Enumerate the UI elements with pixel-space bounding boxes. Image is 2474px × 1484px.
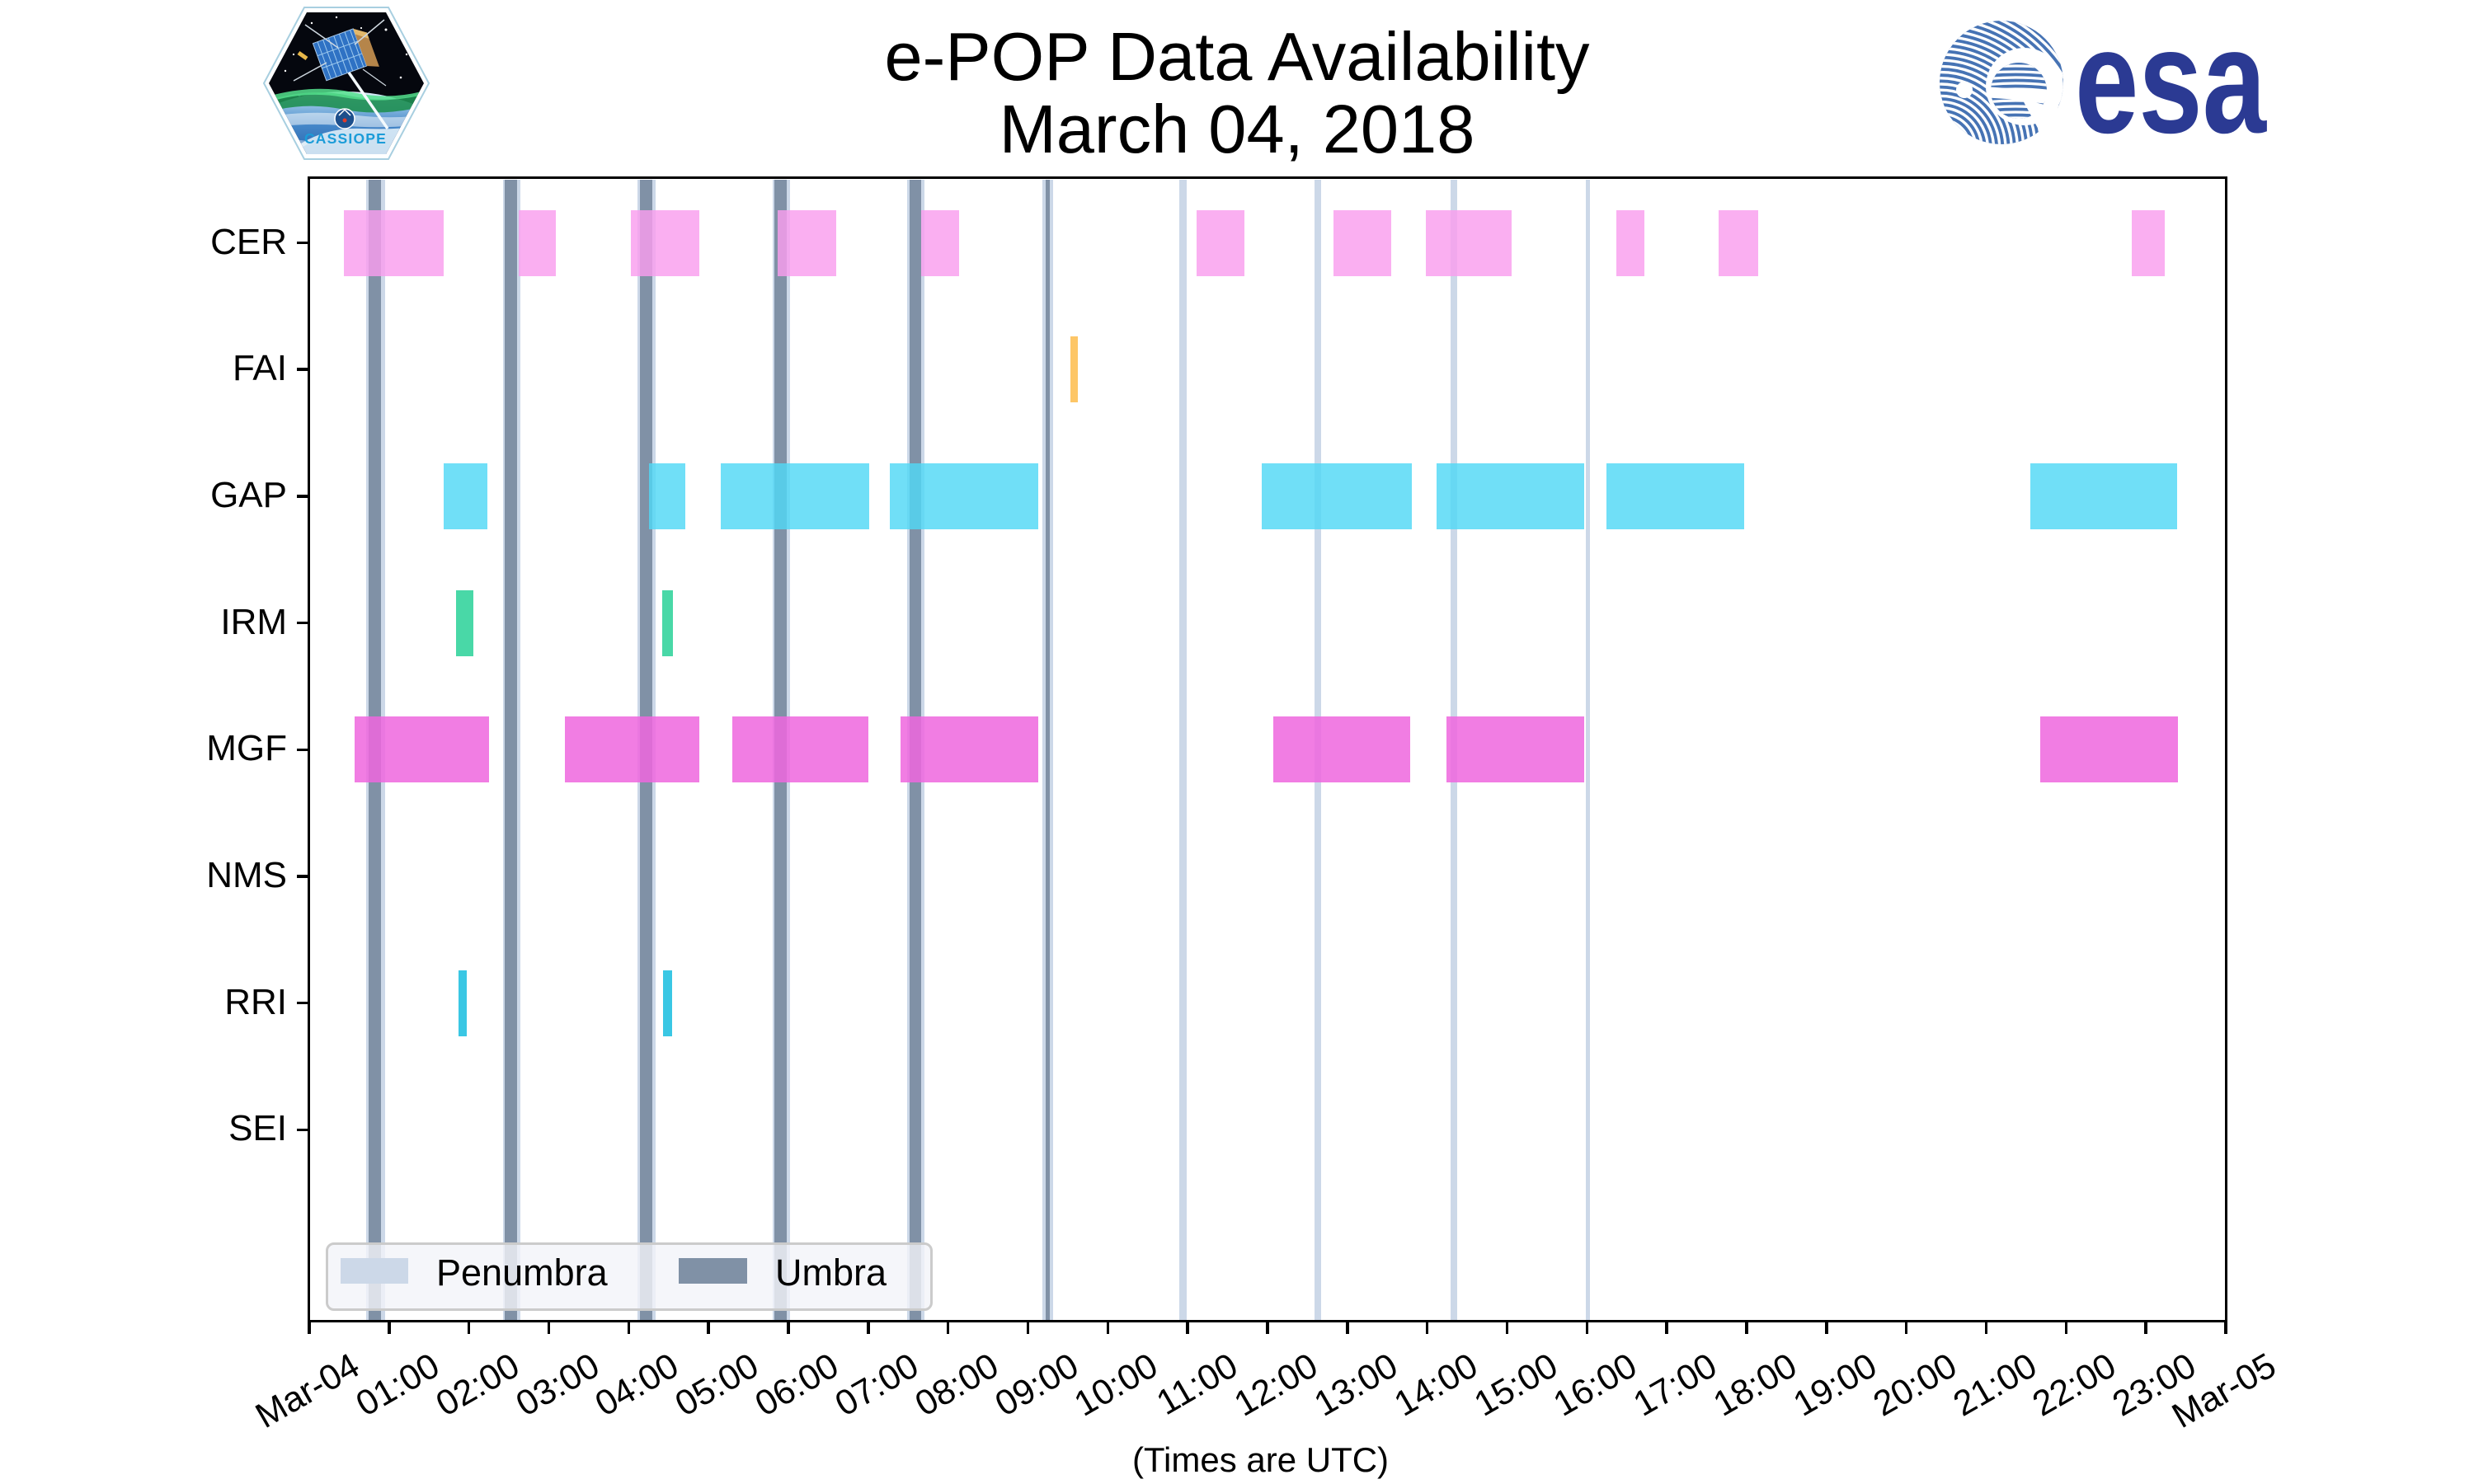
svg-text:esa: esa xyxy=(2075,10,2267,165)
svg-text:CASSIOPE: CASSIOPE xyxy=(304,130,387,147)
